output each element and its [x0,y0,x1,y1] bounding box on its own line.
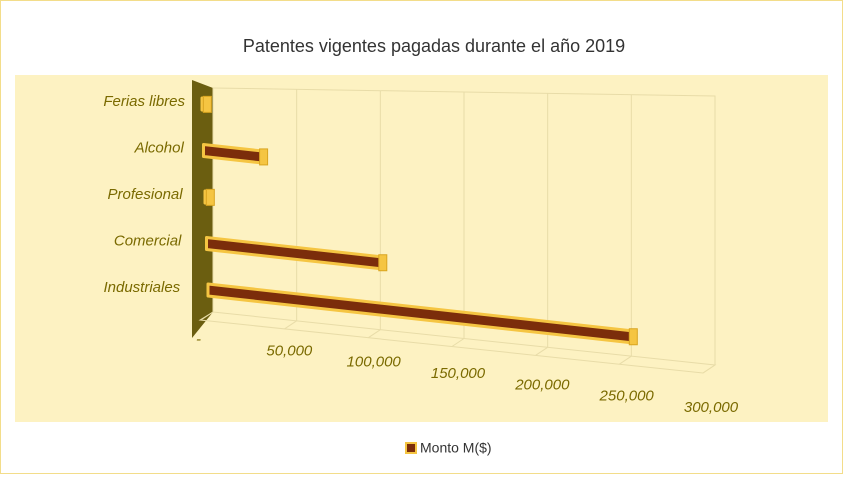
bar-cap [628,328,638,346]
legend-label: Monto M($) [420,440,492,456]
y-tick-label: Industriales [103,279,180,296]
x-tick-label: 150,000 [431,365,486,382]
floor-line [451,338,465,347]
floor-line [619,355,632,365]
y-tick-label: Ferias libres [103,93,185,110]
y-tick-label: Comercial [114,232,182,249]
y-tick-label: Profesional [108,186,184,203]
x-tick-label: 250,000 [599,388,655,405]
x-tick-label: - [196,331,201,348]
x-tick-label: 100,000 [347,354,402,371]
floor-edge [198,311,717,374]
bar-cap [205,188,215,206]
floor-line [535,346,548,356]
floor-line [284,320,297,330]
legend-swatch [405,442,417,454]
x-tick-label: 50,000 [266,342,313,359]
y-tick-label: Alcohol [134,139,185,156]
chart-title: Patentes vigentes pagadas durante el año… [243,36,625,56]
bar-cap [259,148,269,166]
bar-cap [202,95,212,113]
bar-cap [378,254,388,272]
x-tick-label: 200,000 [514,376,570,393]
floor-line [368,329,381,339]
wall-top [212,87,716,365]
plot-area [15,75,828,422]
x-tick-label: 300,000 [684,399,739,416]
side-wall [192,80,213,338]
